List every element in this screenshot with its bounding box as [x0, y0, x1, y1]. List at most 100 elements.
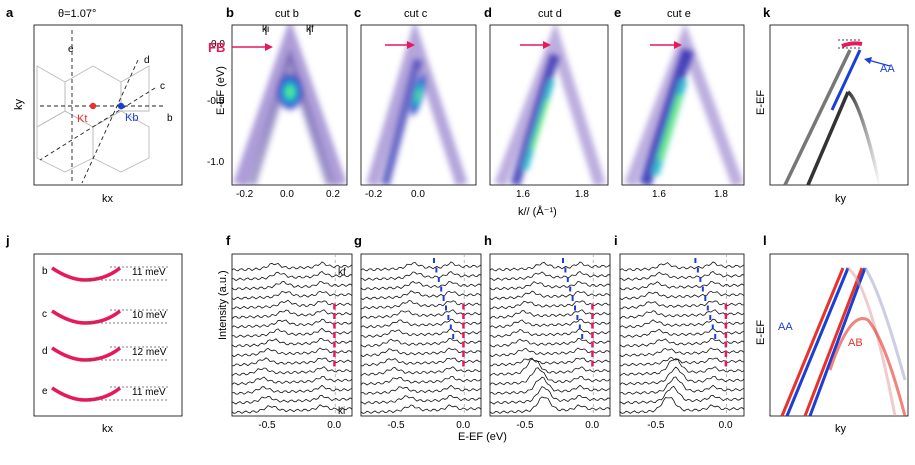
- edc-curve: [619, 366, 745, 386]
- edc-curve: [231, 271, 353, 281]
- edc-curve: [231, 347, 353, 358]
- edc-aa-tick: [445, 305, 447, 311]
- edc-curve: [360, 347, 482, 358]
- edc-aa-tick: [562, 258, 564, 263]
- edc-curve: [489, 309, 611, 320]
- edc-curve: [231, 261, 353, 272]
- edc-flatband-tick: [591, 341, 594, 348]
- edc-flatband-tick: [462, 351, 465, 357]
- edc-curve: [360, 327, 482, 338]
- ytick-0: 0.0: [211, 39, 225, 50]
- edc-curve: [360, 318, 482, 329]
- edc-curve: [231, 299, 353, 310]
- j-dispersion-curve: [51, 346, 122, 362]
- panel-c: c cut c -0.2 0.0: [354, 5, 477, 200]
- panel-letter-b: b: [226, 5, 234, 20]
- edc-curve: [231, 357, 353, 367]
- edc-panels: Intensity (a.u.) f g h i -0.5 0.0 kf ki -0.5…: [217, 233, 745, 443]
- edc-aa-tick: [433, 258, 435, 263]
- xtick-e-1: 1.8: [714, 189, 728, 200]
- edc-flatband-tick: [724, 351, 728, 357]
- edc-curve: [360, 394, 482, 405]
- twist-angle-title: θ=1.07°: [58, 8, 96, 20]
- edc-curve: [360, 357, 482, 367]
- edc-curve: [360, 384, 482, 395]
- panel-a-xlabel: kx: [102, 193, 114, 205]
- edc-flatband-tick: [462, 303, 465, 310]
- edc-flatband-tick: [724, 303, 728, 310]
- edc-flatband-tick: [333, 313, 336, 319]
- edc-aa-tick: [574, 305, 576, 311]
- k-bottom-point: [117, 102, 125, 110]
- edc-flatband-tick: [724, 322, 728, 329]
- edc-aa-tick: [581, 334, 584, 339]
- edc-curve: [231, 394, 353, 405]
- edc-curve: [619, 376, 745, 395]
- panel-letter-c: c: [354, 5, 361, 20]
- edc-aa-tick: [442, 296, 445, 301]
- edc-flatband-tick: [724, 360, 728, 367]
- edc-xtick-neg05: -0.5: [516, 420, 534, 431]
- edc-curve: [360, 337, 482, 348]
- cut-label-b: b: [167, 113, 173, 124]
- edc-flatband-tick: [591, 351, 594, 357]
- edc-flatband-tick: [591, 322, 594, 329]
- xtick-b-0: -0.2: [236, 189, 254, 200]
- xtick-b-1: 0.0: [280, 189, 294, 200]
- k-top-label: Kt: [77, 113, 87, 125]
- edc-curve: [489, 347, 611, 358]
- fb-label: FB: [208, 40, 225, 55]
- panel-a-frame: [33, 24, 183, 186]
- edc-flatband-tick: [333, 351, 336, 357]
- edc-aa-tick: [564, 267, 567, 273]
- ytick-neg05: -0.5: [207, 96, 225, 107]
- j-bandwidth-value: 11 meV: [132, 267, 166, 278]
- edc-curve: [489, 290, 611, 301]
- edc-flatband-tick: [462, 313, 465, 319]
- edc-aa-tick: [576, 315, 579, 320]
- edc-curve: [619, 347, 745, 358]
- edc-curve: [619, 358, 745, 377]
- edc-curve: [360, 280, 482, 291]
- edc-flatband-tick: [333, 360, 336, 367]
- edc-xtick-neg05: -0.5: [387, 420, 405, 431]
- edc-xtick-0: 0.0: [327, 420, 341, 431]
- panel-letter-i: i: [614, 233, 618, 248]
- edc-aa-tick: [711, 324, 714, 330]
- edc-curve: [619, 309, 745, 320]
- panel-letter-d: d: [484, 5, 492, 20]
- edc-aa-tick: [694, 258, 697, 263]
- edc-flatband-tick: [462, 322, 465, 329]
- l-ab-label: AB: [848, 337, 863, 349]
- panel-letter-l: l: [763, 233, 767, 248]
- edc-aa-tick: [706, 305, 709, 311]
- cut-label-c: c: [160, 81, 165, 92]
- edc-aa-tick: [699, 277, 702, 282]
- edc-curve: [360, 271, 482, 281]
- j-bandwidth-value: 12 meV: [132, 347, 167, 358]
- panel-l: l AA AB ky E-EF: [755, 233, 909, 435]
- panel-a-ylabel: ky: [13, 99, 25, 111]
- edc-curve: [489, 357, 611, 367]
- xtick-e-0: 1.6: [652, 189, 666, 200]
- edc-aa-tick: [578, 324, 581, 330]
- edc-flatband-tick: [462, 332, 465, 338]
- edc-aa-tick: [437, 277, 440, 282]
- edc-curve: [489, 358, 611, 377]
- edc-curve: [231, 327, 353, 338]
- edc-curve: [231, 318, 353, 329]
- edc-curve: [360, 290, 482, 301]
- l-ylabel: E-EF: [755, 320, 767, 345]
- cut-lines: [39, 30, 165, 184]
- edc-curve: [489, 396, 611, 414]
- panel-letter-k: k: [763, 5, 771, 20]
- edc-curve: [231, 404, 353, 414]
- xtick-d-0: 1.6: [516, 189, 530, 200]
- edc-xtick-0: 0.0: [585, 420, 599, 431]
- edc-xtick-neg05: -0.5: [258, 420, 276, 431]
- edc-aa-tick: [452, 334, 455, 339]
- edc-aa-tick: [447, 315, 450, 320]
- edc-curve: [619, 271, 745, 281]
- arpes-xlabel: k// (Å⁻¹): [518, 205, 557, 218]
- j-dispersion-curve: [51, 266, 122, 282]
